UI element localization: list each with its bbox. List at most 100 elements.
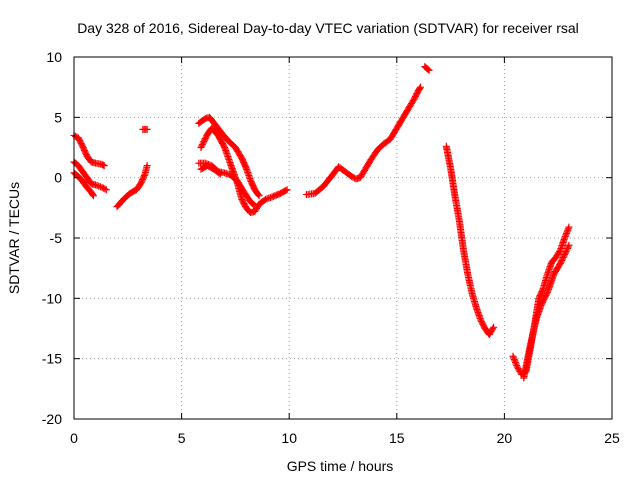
data-point	[558, 256, 566, 264]
data-point	[511, 358, 519, 366]
x-axis-label: GPS time / hours	[287, 458, 394, 474]
data-point	[202, 133, 210, 141]
data-point	[200, 138, 208, 146]
data-point	[254, 191, 262, 199]
data-point	[557, 258, 565, 266]
data-point	[197, 144, 205, 151]
y-axis-label: SDTVAR / TECUs	[6, 182, 22, 294]
data-point	[424, 65, 432, 73]
data-point	[99, 161, 107, 169]
data-point	[512, 360, 520, 368]
data-point	[556, 259, 564, 267]
data-point	[201, 136, 209, 144]
data-point	[140, 171, 148, 179]
data-point	[563, 229, 571, 237]
data-point	[201, 135, 209, 143]
data-point	[539, 286, 547, 294]
data-point	[89, 191, 97, 199]
x-tick-label: 20	[497, 430, 513, 446]
y-tick-label: 5	[54, 109, 62, 125]
data-point	[564, 243, 572, 251]
x-tick-label: 5	[178, 430, 186, 446]
x-tick-label: 0	[70, 430, 78, 446]
data-point	[541, 294, 549, 302]
data-point	[95, 182, 103, 190]
data-point	[564, 225, 572, 233]
data-point	[563, 246, 571, 254]
grid-layer	[74, 57, 612, 419]
data-point	[538, 299, 546, 307]
data-point	[543, 290, 551, 298]
data-point	[540, 296, 548, 304]
data-point	[416, 84, 424, 92]
data-point	[565, 223, 573, 231]
data-point	[263, 195, 271, 203]
data-point	[89, 192, 97, 200]
y-tick-label: -10	[42, 290, 62, 306]
data-point	[559, 255, 567, 263]
x-tick-label: 25	[604, 430, 620, 446]
data-point	[510, 354, 518, 362]
data-point	[198, 142, 206, 150]
data-point	[561, 250, 569, 258]
data-point	[513, 362, 521, 370]
data-point	[255, 192, 263, 200]
y-tick-label: -5	[50, 230, 63, 246]
data-point	[198, 141, 206, 149]
data-point	[537, 302, 545, 310]
data-point	[416, 83, 424, 91]
data-point	[511, 357, 519, 365]
data-point	[222, 169, 230, 177]
data-point	[101, 185, 109, 193]
data-point	[250, 201, 258, 209]
data-point	[102, 186, 110, 194]
data-point	[561, 234, 569, 242]
data-point	[215, 169, 223, 177]
data-point	[562, 231, 570, 239]
y-tick-label: -20	[42, 411, 62, 427]
data-point	[100, 162, 108, 170]
chart-title: Day 328 of 2016, Sidereal Day-to-day VTE…	[77, 20, 579, 36]
data-point	[565, 241, 573, 249]
data-point	[564, 244, 572, 252]
ticks-layer: 0 5 10 15 20 25 -20 -15 -10 -5 0 5 10	[42, 49, 620, 446]
data-point	[266, 194, 274, 202]
data-point	[538, 300, 546, 308]
data-point	[560, 252, 568, 260]
data-point	[216, 170, 224, 178]
data-point	[96, 183, 104, 191]
data-point	[541, 293, 549, 301]
data-point	[224, 170, 232, 178]
x-tick-label: 15	[389, 430, 405, 446]
data-point	[282, 186, 290, 194]
y-tick-label: 10	[46, 49, 62, 65]
data-point	[559, 253, 567, 261]
y-tick-label: -15	[42, 351, 62, 367]
data-point	[283, 186, 291, 194]
data-point	[251, 201, 259, 209]
data-point	[262, 195, 270, 203]
y-tick-label: 0	[54, 170, 62, 186]
data-point	[199, 139, 207, 147]
data-point	[489, 325, 497, 333]
data-point	[561, 232, 569, 240]
x-tick-label: 10	[281, 430, 297, 446]
data-point	[509, 352, 517, 360]
data-point	[425, 66, 433, 74]
data-point	[490, 323, 498, 331]
data-point	[542, 291, 550, 299]
data-point	[561, 249, 569, 257]
data-point	[143, 125, 151, 133]
data-point	[143, 162, 151, 170]
data-point	[555, 248, 563, 256]
data-point	[93, 182, 101, 190]
data-point	[510, 355, 518, 363]
data-point	[564, 226, 572, 234]
data-point	[539, 297, 547, 305]
data-point	[563, 228, 571, 236]
data-point	[265, 194, 273, 202]
data-points-layer	[70, 63, 573, 382]
data-point	[562, 248, 570, 256]
data-point	[92, 181, 100, 189]
